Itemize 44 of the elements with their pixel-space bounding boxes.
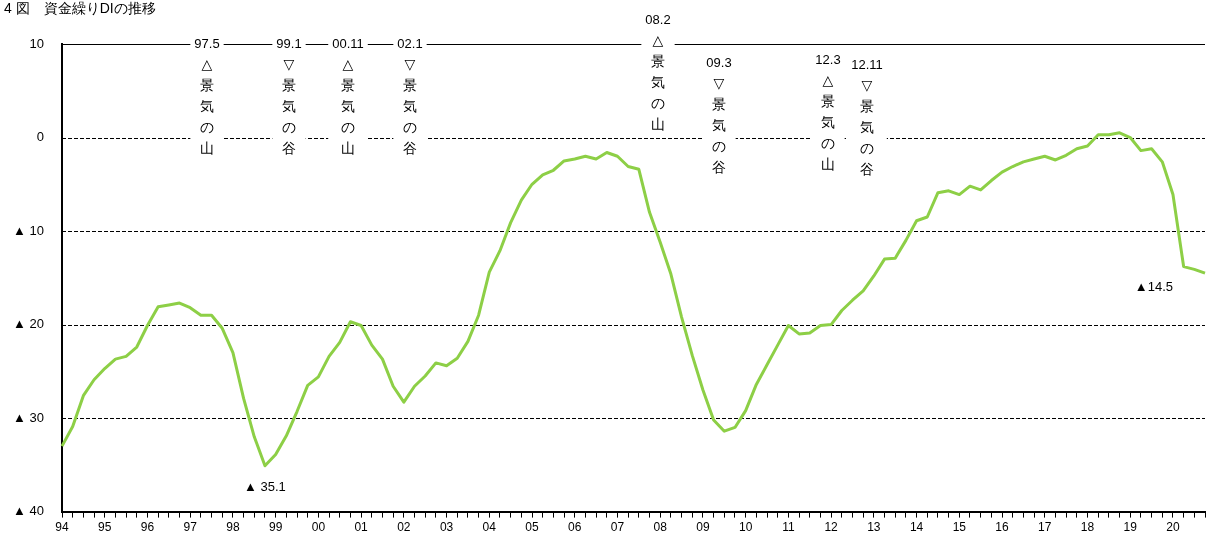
x-tick-label: 17	[1038, 520, 1052, 535]
annotation: ▲ 35.1	[244, 479, 286, 495]
y-tick-label: 10	[29, 35, 44, 51]
y-tick-label: ▲ 20	[13, 316, 44, 332]
x-tick-label: 04	[482, 520, 497, 535]
x-tick-label: 09	[696, 520, 710, 535]
y-tick-label: ▲ 40	[13, 503, 44, 519]
annotation: 08.2 △ 景気の山	[645, 11, 671, 132]
x-tick-label: 08	[653, 520, 668, 535]
annotation: ▲14.5	[1134, 278, 1173, 294]
x-tick-label: 96	[140, 520, 155, 535]
annotation: 02.1 ▽ 景気の谷	[397, 35, 423, 156]
x-tick-label: 06	[568, 520, 582, 535]
annotation: 12.3 △ 景気の山	[815, 51, 841, 172]
annotation: 09.3 ▽ 景気の谷	[706, 54, 732, 175]
y-tick-label: 0	[36, 129, 44, 145]
x-tick-label: 18	[1080, 520, 1095, 535]
y-tick-label: ▲ 10	[13, 222, 44, 238]
annotation: 12.11 ▽ 景気の谷	[851, 56, 883, 177]
x-tick-label: 16	[995, 520, 1010, 535]
x-tick-label: 05	[525, 520, 540, 535]
annotation: 99.1 ▽ 景気の谷	[276, 35, 302, 156]
x-tick-label: 07	[610, 520, 625, 535]
chart-title: 4 図 資金繰りDIの推移	[4, 0, 156, 16]
x-tick-label: 10	[738, 520, 753, 535]
x-tick-label: 11	[782, 520, 795, 535]
x-tick-label: 97	[183, 520, 198, 535]
x-tick-label: 99	[268, 520, 283, 535]
x-tick-label: 14	[909, 520, 924, 535]
x-tick-label: 98	[226, 520, 240, 535]
x-tick-label: 03	[439, 520, 454, 535]
x-tick-label: 12	[824, 520, 839, 535]
x-tick-label: 13	[867, 520, 881, 535]
x-tick-label: 01	[354, 520, 369, 535]
y-tick-label: ▲ 30	[13, 409, 44, 425]
x-tick-label: 95	[98, 520, 112, 535]
x-tick-label: 00	[311, 520, 326, 535]
annotation: 00.11 △ 景気の山	[332, 35, 364, 156]
x-tick-label: 15	[952, 520, 967, 535]
x-tick-label: 20	[1166, 520, 1180, 535]
x-tick-label: 19	[1123, 520, 1138, 535]
x-tick-label: 94	[55, 520, 69, 535]
x-tick-label: 02	[397, 520, 411, 535]
annotation: 97.5 △ 景気の山	[194, 35, 220, 156]
